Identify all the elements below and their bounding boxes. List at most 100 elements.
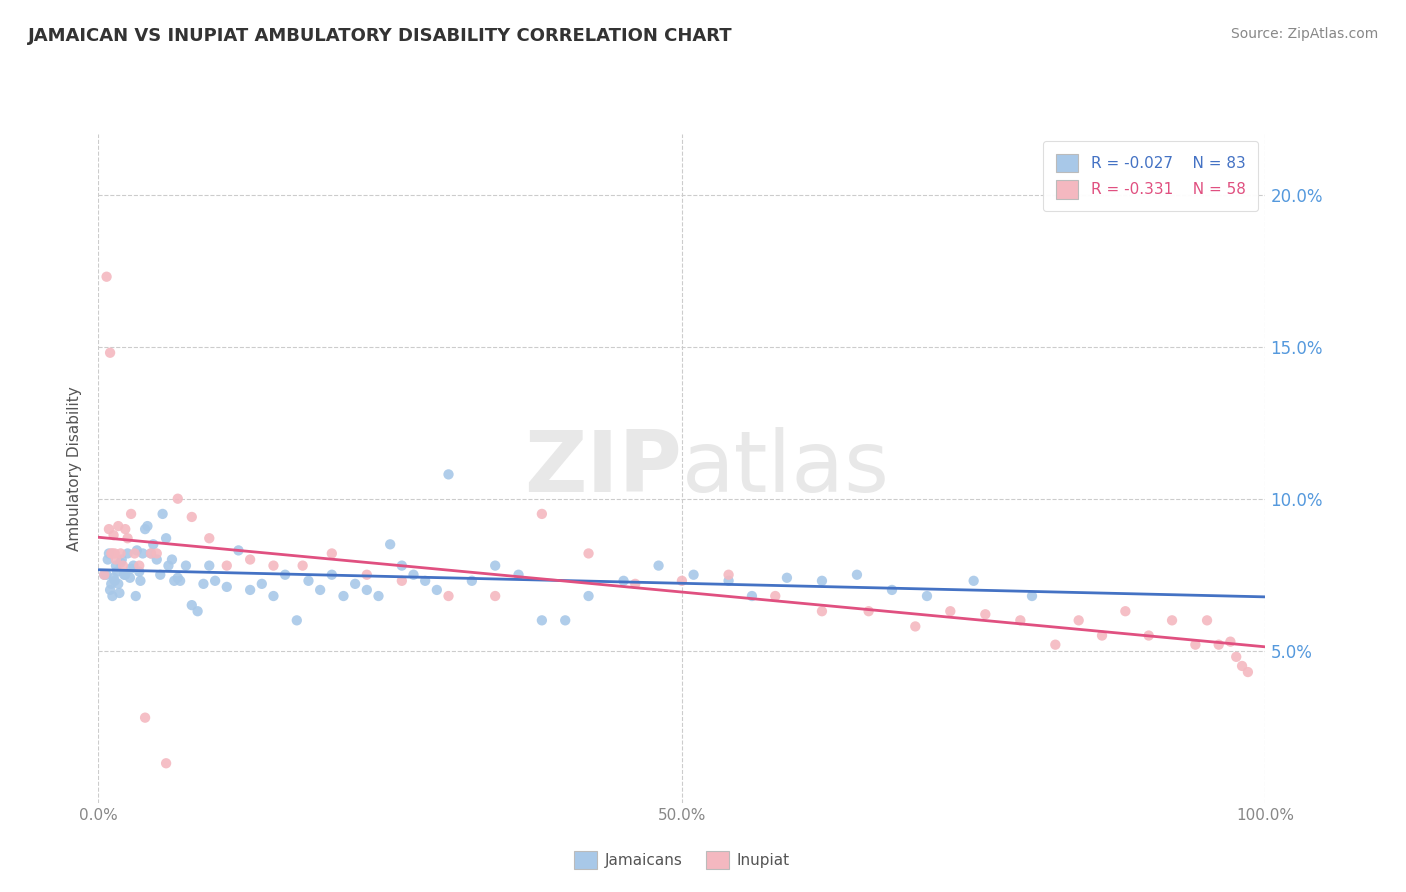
Point bbox=[112, 567, 135, 582]
Point bbox=[110, 556, 132, 570]
Point bbox=[904, 619, 927, 633]
Point bbox=[1184, 638, 1206, 652]
Point bbox=[1225, 649, 1247, 664]
Point bbox=[1230, 659, 1253, 673]
Point bbox=[198, 531, 221, 545]
Point bbox=[671, 574, 693, 588]
Point bbox=[682, 567, 704, 582]
Point bbox=[152, 507, 174, 521]
Point bbox=[108, 586, 131, 600]
Text: Source: ZipAtlas.com: Source: ZipAtlas.com bbox=[1230, 27, 1378, 41]
Point bbox=[100, 577, 122, 591]
Point bbox=[402, 567, 425, 582]
Point bbox=[974, 607, 997, 622]
Point bbox=[169, 574, 191, 588]
Point bbox=[97, 552, 120, 566]
Point bbox=[437, 467, 460, 482]
Point bbox=[880, 582, 903, 597]
Point bbox=[125, 589, 148, 603]
Point bbox=[180, 598, 202, 612]
Point bbox=[139, 546, 162, 560]
Point bbox=[717, 574, 740, 588]
Point bbox=[717, 567, 740, 582]
Point bbox=[125, 543, 148, 558]
Point bbox=[163, 574, 186, 588]
Point bbox=[146, 552, 169, 566]
Point bbox=[96, 269, 118, 284]
Point bbox=[962, 574, 984, 588]
Point bbox=[101, 589, 124, 603]
Point bbox=[367, 589, 389, 603]
Point bbox=[578, 589, 600, 603]
Point bbox=[118, 571, 141, 585]
Point bbox=[204, 574, 226, 588]
Point bbox=[763, 589, 786, 603]
Point bbox=[426, 582, 449, 597]
Point bbox=[132, 546, 155, 560]
Point bbox=[1021, 589, 1043, 603]
Point bbox=[134, 711, 156, 725]
Point bbox=[107, 577, 129, 591]
Point bbox=[105, 565, 128, 579]
Point bbox=[1045, 638, 1067, 652]
Point bbox=[1010, 613, 1032, 627]
Point bbox=[114, 522, 136, 536]
Point bbox=[1091, 628, 1114, 642]
Point bbox=[624, 577, 647, 591]
Point bbox=[554, 613, 576, 627]
Point bbox=[180, 510, 202, 524]
Point bbox=[1237, 665, 1260, 679]
Point bbox=[104, 558, 127, 573]
Point bbox=[157, 558, 180, 573]
Point bbox=[484, 558, 506, 573]
Point bbox=[262, 589, 284, 603]
Point bbox=[309, 582, 332, 597]
Point bbox=[215, 580, 238, 594]
Point bbox=[413, 574, 436, 588]
Point bbox=[811, 604, 834, 618]
Point bbox=[187, 604, 209, 618]
Point bbox=[129, 574, 152, 588]
Point bbox=[332, 589, 354, 603]
Point bbox=[1195, 613, 1218, 627]
Point bbox=[111, 558, 134, 573]
Point bbox=[239, 582, 262, 597]
Point bbox=[146, 546, 169, 560]
Text: atlas: atlas bbox=[682, 426, 890, 510]
Point bbox=[297, 574, 319, 588]
Point bbox=[136, 519, 159, 533]
Point bbox=[321, 567, 343, 582]
Point bbox=[160, 552, 183, 566]
Point bbox=[356, 567, 378, 582]
Point bbox=[104, 546, 127, 560]
Text: JAMAICAN VS INUPIAT AMBULATORY DISABILITY CORRELATION CHART: JAMAICAN VS INUPIAT AMBULATORY DISABILIT… bbox=[28, 27, 733, 45]
Point bbox=[344, 577, 367, 591]
Point bbox=[128, 558, 150, 573]
Point bbox=[93, 567, 115, 582]
Point bbox=[93, 567, 115, 582]
Point bbox=[530, 507, 553, 521]
Point bbox=[104, 552, 127, 566]
Point bbox=[846, 567, 869, 582]
Point bbox=[285, 613, 308, 627]
Point bbox=[461, 574, 484, 588]
Point bbox=[262, 558, 284, 573]
Point bbox=[124, 546, 146, 560]
Point bbox=[858, 604, 880, 618]
Point bbox=[128, 565, 150, 579]
Point bbox=[228, 543, 250, 558]
Point bbox=[174, 558, 197, 573]
Point bbox=[103, 528, 125, 542]
Point bbox=[139, 546, 162, 560]
Point bbox=[120, 562, 142, 576]
Point bbox=[915, 589, 938, 603]
Point bbox=[107, 519, 129, 533]
Point bbox=[530, 613, 553, 627]
Point bbox=[508, 567, 530, 582]
Point bbox=[776, 571, 799, 585]
Point bbox=[98, 345, 121, 359]
Point bbox=[111, 552, 134, 566]
Y-axis label: Ambulatory Disability: Ambulatory Disability bbox=[67, 386, 83, 550]
Point bbox=[321, 546, 343, 560]
Point bbox=[117, 546, 139, 560]
